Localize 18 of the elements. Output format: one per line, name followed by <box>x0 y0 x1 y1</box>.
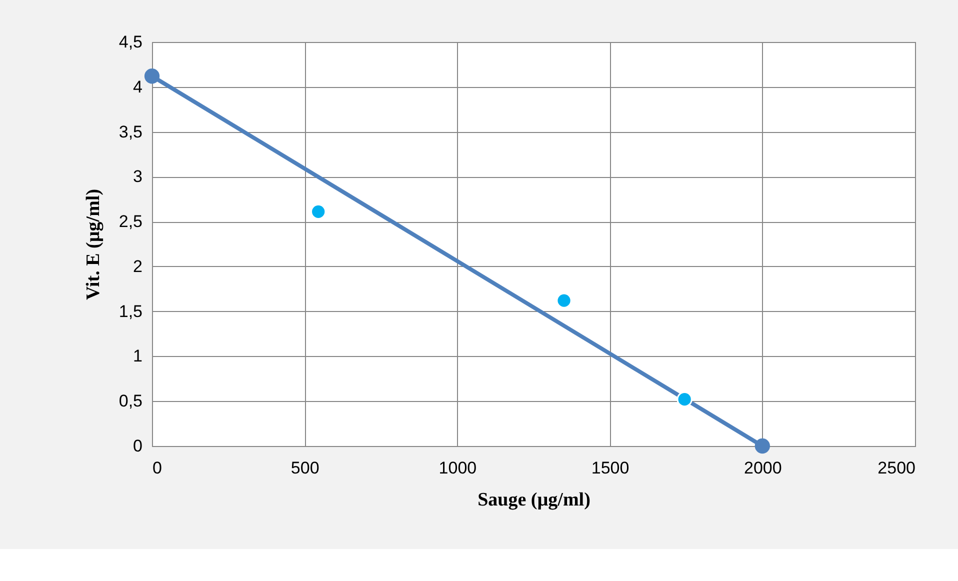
x-tick-label: 500 <box>290 458 320 478</box>
x-tick-label: 1500 <box>591 458 630 478</box>
y-tick-label: 3,5 <box>118 122 142 142</box>
y-tick-label: 0,5 <box>118 392 142 411</box>
x-tick-label: 1000 <box>438 458 477 478</box>
y-tick-label: 1 <box>133 346 142 366</box>
y-tick-label: 1,5 <box>118 302 142 321</box>
x-tick-label: 0 <box>152 458 162 478</box>
y-tick-label: 2,5 <box>118 212 142 232</box>
x-axis-title: Sauge (µg/ml) <box>478 490 590 510</box>
y-tick-label: 0 <box>133 436 142 456</box>
y-tick-label: 3 <box>133 167 142 186</box>
y-tick-label: 2 <box>133 256 142 276</box>
x-tick-label: 2000 <box>744 458 782 478</box>
x-tick-label: 2500 <box>878 458 916 478</box>
y-tick-label: 4,5 <box>118 32 142 52</box>
y-axis-title: Vit. E (µg/ml) <box>82 188 104 300</box>
y-tick-label: 4 <box>133 77 142 96</box>
